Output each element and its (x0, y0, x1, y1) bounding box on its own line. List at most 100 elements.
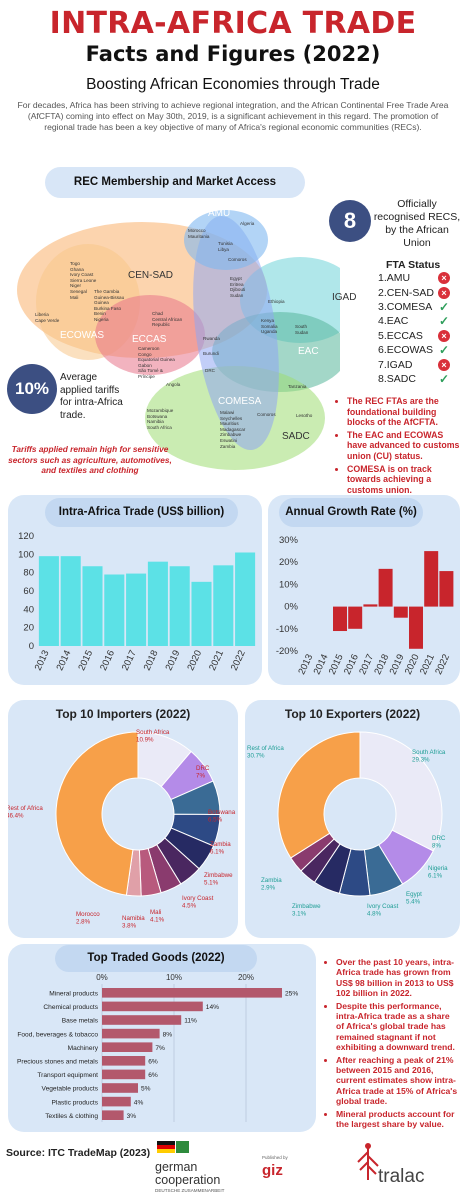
x-icon: × (438, 358, 450, 371)
comesa-ellipse (193, 216, 279, 450)
giz-text-line2: cooperation (155, 1173, 221, 1187)
country-drc: DRC (205, 368, 215, 373)
bar (102, 1110, 124, 1120)
fta-label-amu: 1.AMU (378, 272, 411, 285)
slice-value-label: 10.9% (136, 737, 154, 744)
rec-bullet: The EAC and ECOWAS have advanced to cust… (347, 430, 463, 462)
source-text: Source: ITC TradeMap (2023) (6, 1147, 151, 1159)
fta-row-amu: 1.AMU × (378, 271, 450, 285)
country-gambia-list: The Gambia Guinea-Bissau Guinea Burkina … (94, 289, 125, 322)
bar (213, 565, 234, 646)
fta-row-sadc: 8.SADC ✓ (378, 372, 450, 386)
value-label: 6% (148, 1072, 158, 1079)
bar (126, 573, 147, 646)
x-tick-label: 2013 (33, 649, 52, 673)
amu-label: AMU (208, 208, 231, 219)
fta-row-eac: 4.EAC ✓ (378, 314, 450, 328)
x-icon: × (438, 272, 450, 285)
slice-label: Ivory Coast (367, 903, 399, 910)
slice-label: South Africa (412, 749, 446, 756)
category-label: Base metals (62, 1018, 99, 1025)
country-tanzania: Tanzania (288, 384, 307, 389)
slice-label: Rest of Africa (247, 745, 284, 752)
bar (102, 1083, 138, 1093)
category-label: Vegetable products (42, 1086, 99, 1093)
bar (424, 551, 439, 607)
slice-label: Zambia (261, 877, 282, 884)
bar (102, 1056, 146, 1066)
value-label: 14% (206, 1004, 219, 1011)
slice-value-label: 6.1% (428, 873, 443, 880)
country-lesotho: Lesotho (296, 413, 313, 418)
rec-section-title: REC Membership and Market Access (45, 167, 305, 198)
comesa-label: COMESA (218, 396, 262, 407)
y-tick-label: 60 (23, 586, 34, 597)
bar (104, 574, 125, 646)
x-tick-label: 2022 (229, 649, 248, 673)
eccas-label: ECCAS (132, 334, 167, 345)
y-tick-label: 30% (279, 535, 299, 546)
fta-row-eccas: 5.ECCAS × (378, 329, 450, 343)
y-tick-label: -20% (276, 646, 299, 657)
goods-bullet: Mineral products account for the largest… (336, 1109, 460, 1130)
bar (191, 581, 212, 646)
value-label: 5% (141, 1086, 151, 1093)
goods-bar-chart: 0% 10% 20% Mineral products 25% Chemical prod… (17, 973, 298, 1122)
slice-label: Nigeria (428, 865, 448, 872)
goods-panel (8, 944, 316, 1132)
category-label: Food, beverages & tobacco (17, 1031, 98, 1038)
rec-bullet: COMESA is on track towards achieving a c… (347, 464, 463, 496)
slice (277, 731, 361, 859)
x-tick-label: 2015 (76, 649, 95, 673)
goods-bullet: Despite this performance, intra-Africa t… (336, 1001, 460, 1053)
goods-bullets: Over the past 10 years, intra-Africa tra… (326, 957, 460, 1132)
y-tick-label: 120 (18, 531, 34, 542)
x-icon: × (438, 329, 450, 342)
giz-text-line1: german (155, 1160, 198, 1174)
country-liberia: Liberia Cape Verde (35, 312, 60, 323)
value-label: 11% (184, 1018, 197, 1025)
bar (235, 552, 256, 646)
fta-row-censad: 2.CEN-SAD × (378, 285, 450, 299)
fta-label-sadc: 8.SADC (378, 372, 416, 385)
y-tick-label: 10% (279, 579, 299, 590)
bar (363, 604, 378, 607)
fta-label-censad: 2.CEN-SAD (378, 286, 435, 299)
y-tick-label: 0% (284, 602, 298, 613)
flag-icon (157, 1141, 189, 1153)
checkmark-icon: ✓ (438, 343, 450, 358)
country-sadc-list: Mozambique Botswana Namibia South Africa (147, 408, 174, 430)
slice-label: Namibia (122, 915, 145, 922)
rec-bullets: The REC FTAs are the foundational buildi… (337, 396, 463, 497)
x-tick-label: 2016 (98, 649, 117, 673)
published-by-text: Published by (262, 1155, 288, 1160)
eac-label: EAC (298, 346, 319, 357)
slice-label: Ivory Coast (182, 895, 214, 902)
category-label: Mineral products (49, 991, 98, 998)
slice-label: Egypt (406, 891, 422, 898)
country-algeria: Algeria (240, 221, 255, 226)
value-label: 4% (134, 1099, 144, 1106)
page-tagline: Boosting African Economies through Trade (86, 76, 380, 93)
slice-value-label: 5.1% (204, 880, 219, 887)
y-tick-label: -10% (276, 624, 299, 635)
slice-value-label: 4.5% (182, 903, 197, 910)
x-tick-label: 0% (96, 973, 108, 982)
slice-value-label: 7% (196, 773, 205, 780)
slice-value-label: 29.3% (412, 757, 430, 764)
country-comesa-list: Malawi Seychelles Mauritius Madagascar Z… (220, 410, 246, 449)
y-tick-label: 40 (23, 604, 34, 615)
value-label: 25% (285, 991, 298, 998)
slice-value-label: 46.4% (8, 813, 24, 820)
slice-value-label: 6.5% (208, 817, 223, 824)
igad-label: IGAD (332, 292, 357, 303)
bar (102, 988, 282, 998)
checkmark-icon: ✓ (438, 371, 450, 386)
goods-title: Top Traded Goods (2022) (55, 945, 257, 972)
y-tick-label: 0 (29, 641, 34, 652)
slice-label: Zimbabwe (292, 903, 321, 910)
x-tick-label: 2018 (142, 649, 161, 673)
growth-rate-title: Annual Growth Rate (%) (279, 498, 423, 527)
